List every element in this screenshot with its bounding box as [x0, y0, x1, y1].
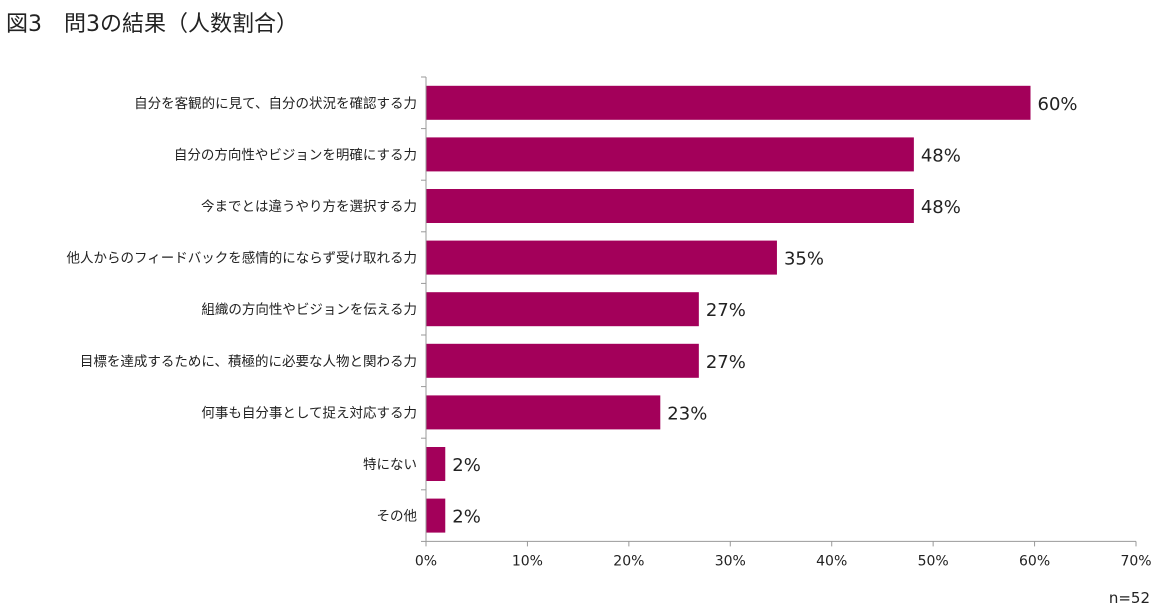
x-tick-label: 60% — [1019, 553, 1050, 569]
x-tick-label: 20% — [613, 553, 644, 569]
x-tick-label: 40% — [816, 553, 847, 569]
data-label: 2% — [452, 455, 481, 476]
data-label: 35% — [784, 249, 824, 270]
bar — [426, 137, 914, 172]
bar — [426, 447, 446, 481]
bar — [426, 395, 661, 430]
bar — [426, 343, 699, 378]
x-tick-label: 50% — [918, 553, 949, 569]
category-label: 何事も自分事として捉え対応する力 — [201, 405, 417, 421]
category-label: 自分の方向性やビジョンを明確にする力 — [174, 147, 417, 163]
category-label: その他 — [377, 509, 418, 525]
data-label: 2% — [452, 507, 481, 528]
data-label: 48% — [921, 197, 961, 218]
x-tick-label: 0% — [415, 553, 437, 569]
chart-title: 図3 問3の結果（人数割合） — [6, 12, 298, 37]
category-label: 特にない — [363, 457, 417, 473]
bar — [426, 189, 914, 223]
data-label: 27% — [706, 352, 746, 373]
category-label: 他人からのフィードバックを感情的にならず受け取れる力 — [67, 250, 417, 267]
category-label: 自分を客観的に見て、自分の状況を確認する力 — [134, 95, 417, 112]
x-tick-label: 30% — [715, 553, 746, 569]
data-label: 23% — [667, 403, 707, 424]
category-label: 今までとは違うやり方を選択する力 — [201, 199, 417, 215]
data-label: 48% — [921, 145, 961, 166]
category-label: 組織の方向性やビジョンを伝える力 — [201, 302, 417, 318]
data-label: 60% — [1038, 94, 1078, 115]
x-tick-label: 70% — [1120, 553, 1151, 569]
category-label: 目標を達成するために、積極的に必要な人物と関わる力 — [80, 354, 417, 370]
bar — [426, 240, 777, 275]
sample-size-note: n=52 — [1108, 589, 1150, 607]
bar — [426, 498, 446, 533]
bar — [426, 85, 1031, 120]
x-tick-label: 10% — [512, 553, 543, 569]
data-label: 27% — [706, 300, 746, 321]
bar — [426, 292, 699, 327]
